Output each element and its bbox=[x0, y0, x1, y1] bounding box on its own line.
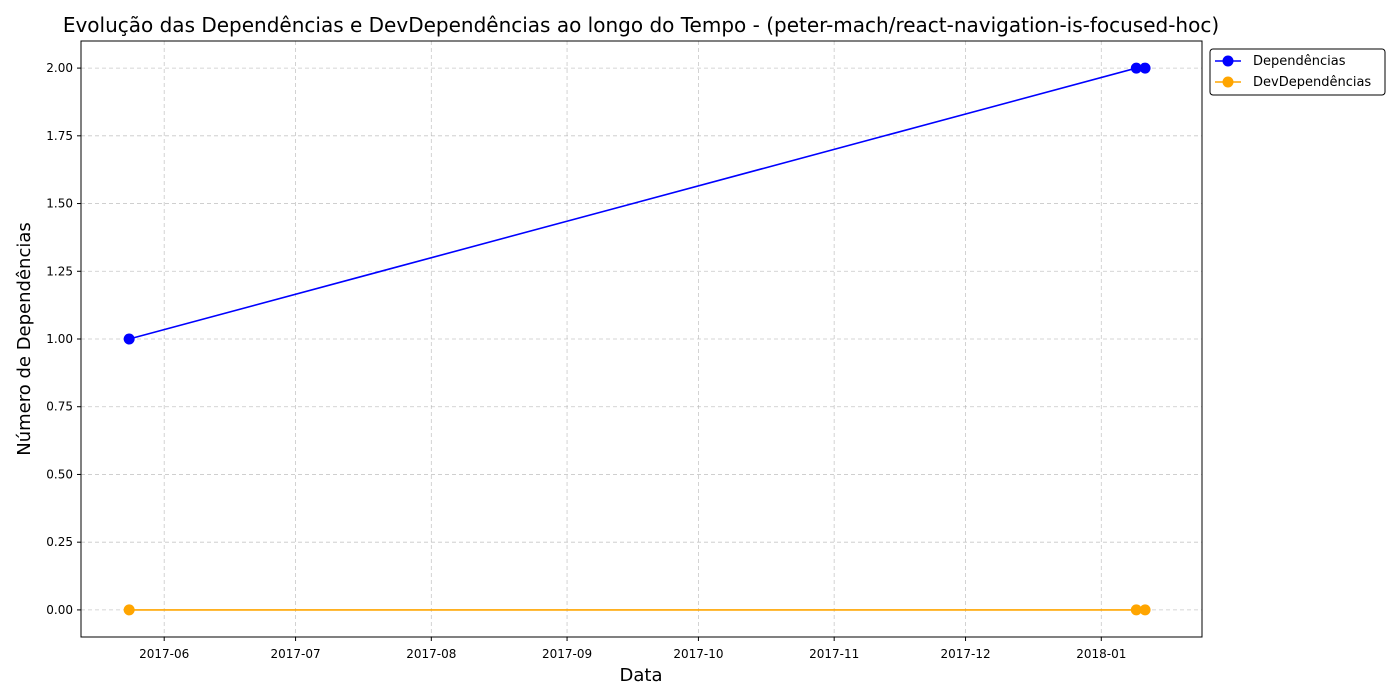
x-tick-label: 2017-10 bbox=[673, 647, 723, 661]
y-tick-label: 1.25 bbox=[46, 264, 73, 278]
y-tick-label: 0.75 bbox=[46, 400, 73, 414]
x-tick-label: 2017-12 bbox=[940, 647, 990, 661]
legend-label: Dependências bbox=[1253, 54, 1346, 69]
data-point bbox=[1130, 62, 1142, 74]
data-point bbox=[1139, 62, 1151, 74]
chart-title: Evolução das Dependências e DevDependênc… bbox=[63, 13, 1219, 37]
x-axis-label: Data bbox=[620, 665, 663, 686]
y-tick-label: 1.50 bbox=[46, 197, 73, 211]
legend-marker bbox=[1222, 76, 1234, 88]
y-tick-label: 0.25 bbox=[46, 535, 73, 549]
series-layer bbox=[123, 62, 1151, 616]
x-axis-ticks: 2017-06 2017-07 2017-08 2017-09 2017-10 2017-… bbox=[139, 637, 1126, 661]
data-point bbox=[123, 604, 135, 616]
legend-label: DevDependências bbox=[1253, 75, 1371, 90]
y-tick-label: 2.00 bbox=[46, 61, 73, 75]
data-point bbox=[1130, 604, 1142, 616]
x-tick-label: 2017-08 bbox=[406, 647, 456, 661]
y-tick-label: 0.50 bbox=[46, 467, 73, 481]
x-tick-label: 2018-01 bbox=[1076, 647, 1126, 661]
y-tick-label: 1.75 bbox=[46, 129, 73, 143]
y-tick-label: 0.00 bbox=[46, 603, 73, 617]
legend-box bbox=[1209, 48, 1386, 96]
y-axis-label: Número de Dependências bbox=[14, 222, 35, 456]
x-tick-label: 2017-06 bbox=[139, 647, 189, 661]
y-axis-ticks: 0.00 0.25 0.50 0.75 1.00 1.25 1.50 1.75 2.00 bbox=[46, 61, 81, 617]
x-tick-label: 2017-11 bbox=[809, 647, 859, 661]
data-point bbox=[123, 333, 135, 345]
grid-lines bbox=[81, 41, 1202, 637]
legend: Dependências DevDependências bbox=[1209, 48, 1386, 96]
data-point bbox=[1139, 604, 1151, 616]
y-tick-label: 1.00 bbox=[46, 332, 73, 346]
legend-marker bbox=[1222, 55, 1234, 67]
x-tick-label: 2017-09 bbox=[542, 647, 592, 661]
x-tick-label: 2017-07 bbox=[270, 647, 320, 661]
